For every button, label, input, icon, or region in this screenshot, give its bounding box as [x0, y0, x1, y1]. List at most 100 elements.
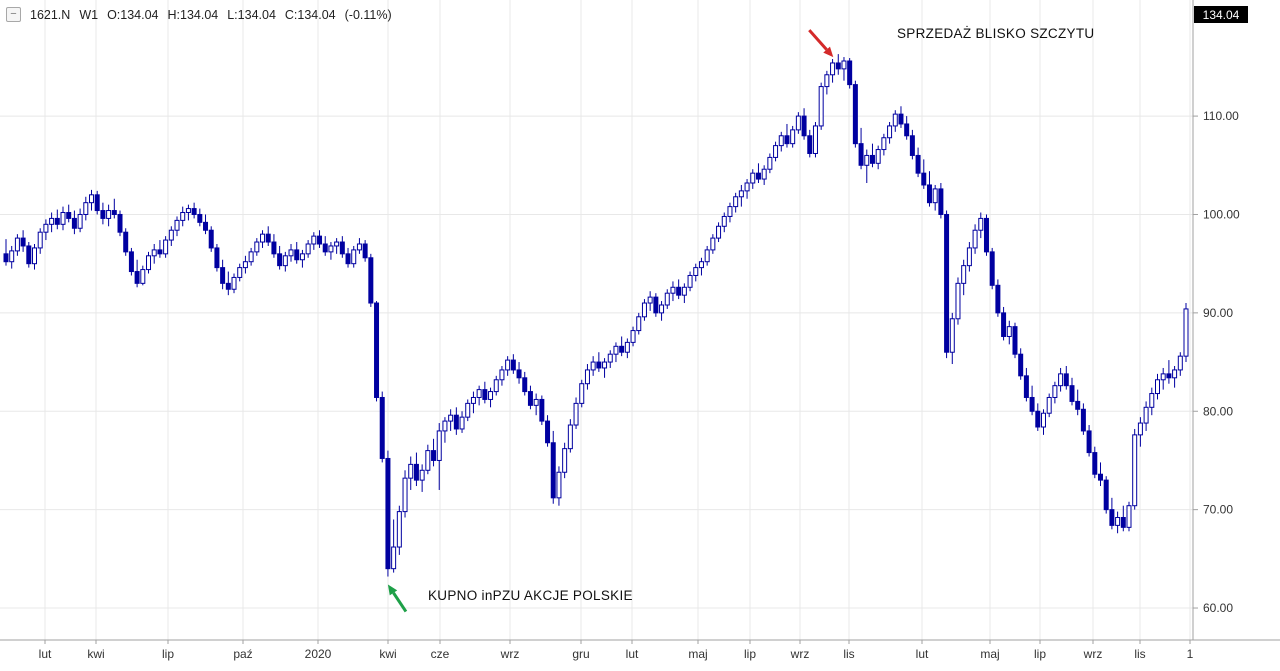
candle-body: [887, 125, 893, 139]
candle-body: [790, 129, 796, 145]
candle-body: [978, 217, 984, 231]
candle-body: [157, 249, 163, 255]
time-axis-label: 1: [1187, 647, 1194, 661]
open-value: O:134.04: [107, 7, 159, 22]
arrow-shaft: [392, 592, 408, 613]
time-axis-label: gru: [572, 647, 589, 661]
candle-body: [590, 361, 596, 371]
symbol-label: 1621.N: [30, 7, 71, 22]
candle-body: [1183, 308, 1189, 357]
candle-body: [225, 282, 231, 290]
candle-body: [128, 251, 134, 273]
candle-body: [14, 237, 20, 252]
candle-body: [926, 184, 932, 204]
sell-annotation: SPRZEDAŻ BLISKO SZCZYTU: [808, 26, 1094, 58]
candle-body: [431, 450, 437, 461]
candle-body: [636, 316, 642, 332]
candle-body: [1040, 412, 1046, 428]
candle-body: [767, 156, 773, 170]
candle-body: [738, 190, 744, 198]
candle-body: [1143, 406, 1149, 424]
candle-body: [676, 286, 682, 296]
candle-body: [659, 304, 665, 314]
candle-body: [288, 249, 294, 257]
candle-body: [1160, 373, 1166, 381]
candle-body: [1058, 373, 1064, 387]
candle-body: [493, 379, 499, 393]
candle-body: [83, 202, 89, 215]
candle-body: [1080, 408, 1086, 432]
candle-body: [9, 250, 15, 263]
candle-body: [368, 257, 374, 304]
candle-body: [1012, 326, 1018, 355]
candle-body: [117, 213, 123, 233]
time-axis-label: maj: [980, 647, 999, 661]
candle-body: [1029, 396, 1035, 412]
candle-body: [801, 115, 807, 137]
candle-body: [396, 511, 402, 548]
candle-body: [693, 267, 699, 276]
candle-body: [282, 255, 288, 267]
candle-body: [989, 251, 995, 286]
chart-frame: [0, 0, 1280, 641]
candle-body: [334, 241, 340, 247]
price-axis-label: 70.00: [1203, 503, 1233, 517]
candle-body: [602, 361, 608, 369]
time-axis-label: wrz: [1083, 647, 1103, 661]
time-axis-label: lis: [843, 647, 854, 661]
candle-body: [140, 269, 146, 284]
candle-body: [488, 391, 494, 400]
time-axis-label: lis: [1134, 647, 1145, 661]
candle-body: [704, 249, 710, 263]
candle-body: [94, 194, 100, 212]
candle-body: [453, 414, 459, 430]
candle-body: [921, 172, 927, 186]
price-axis-label: 60.00: [1203, 601, 1233, 615]
candle-body: [1132, 434, 1138, 507]
candles-layer: [3, 54, 1189, 577]
candle-body: [818, 86, 824, 127]
candle-body: [847, 60, 853, 86]
candle-body: [584, 369, 590, 385]
candle-body: [391, 546, 397, 570]
candle-body: [299, 253, 305, 261]
candle-body: [624, 341, 630, 353]
candle-body: [1006, 326, 1012, 337]
candle-body: [1120, 517, 1126, 528]
candle-body: [596, 361, 602, 369]
candle-body: [374, 302, 380, 398]
price-axis[interactable]: 110.00 100.00 90.00 80.00 70.00 60.00 134.04: [1193, 6, 1248, 615]
time-axis-label: lut: [916, 647, 929, 661]
time-axis[interactable]: lut kwi lip paź 2020 kwi cze wrz gru lut maj lip wrz…: [39, 640, 1194, 661]
candle-body: [721, 215, 727, 227]
candle-body: [955, 282, 961, 320]
candle-body: [812, 125, 818, 154]
candle-body: [869, 154, 875, 164]
candle-body: [1023, 375, 1029, 398]
candle-body: [909, 135, 915, 156]
collapse-chart-button[interactable]: −: [6, 7, 21, 22]
candle-body: [875, 149, 881, 164]
candle-body: [995, 284, 1001, 314]
candle-body: [1137, 422, 1143, 436]
candle-body: [339, 241, 345, 255]
candle-body: [744, 182, 750, 192]
candle-body: [163, 239, 169, 255]
change-value: (-0.11%): [344, 7, 392, 22]
time-axis-label: wrz: [500, 647, 520, 661]
candle-body: [237, 267, 243, 278]
annotation-text: KUPNO inPZU AKCJE POLSKIE: [428, 588, 633, 603]
candle-body: [778, 135, 784, 147]
candle-body: [408, 463, 414, 479]
candle-body: [1115, 517, 1121, 526]
candle-body: [499, 369, 505, 381]
candle-body: [1172, 369, 1178, 379]
candle-body: [556, 471, 562, 499]
candle-body: [522, 377, 528, 393]
price-axis-label: 100.00: [1203, 207, 1240, 221]
candle-body: [550, 442, 556, 499]
candle-body: [539, 398, 545, 422]
candle-body: [220, 267, 226, 284]
